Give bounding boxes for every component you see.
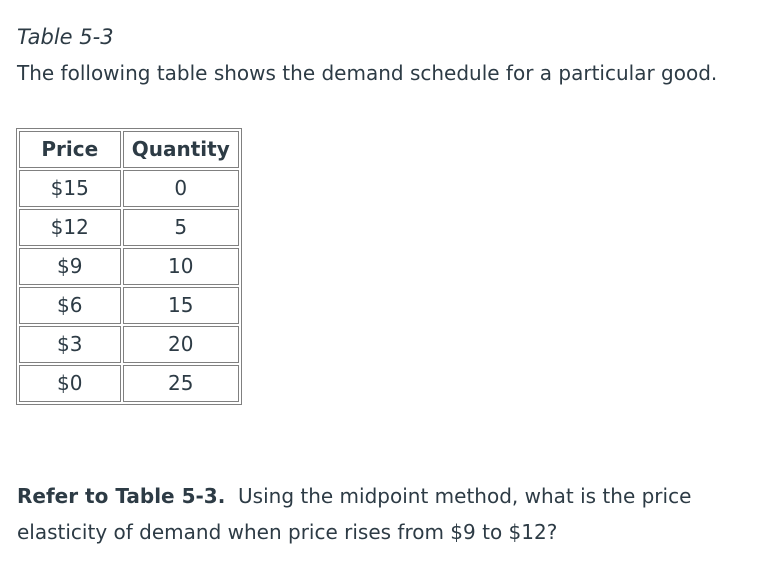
quantity-cell: 0 [122,170,239,207]
table-row: $12 5 [19,209,239,246]
question-body: Using the midpoint method, what is the p… [17,484,692,544]
quantity-cell: 10 [122,248,239,285]
quantity-cell: 20 [122,326,239,363]
quantity-cell: 15 [122,287,239,324]
table-label: Table 5-3 [17,25,114,49]
header-quantity: Quantity [122,131,239,168]
header-price: Price [19,131,121,168]
table-row: $6 15 [19,287,239,324]
quantity-cell: 5 [122,209,239,246]
table-row: $15 0 [19,170,239,207]
price-cell: $9 [19,248,121,285]
question-reference: Refer to Table 5-3. [17,484,226,508]
price-cell: $3 [19,326,121,363]
price-cell: $15 [19,170,121,207]
table-row: $3 20 [19,326,239,363]
table-row: $9 10 [19,248,239,285]
quantity-cell: 25 [122,365,239,402]
price-cell: $12 [19,209,121,246]
question-text: Refer to Table 5-3. Using the midpoint m… [17,478,757,550]
price-cell: $0 [19,365,121,402]
demand-schedule-table: Price Quantity $15 0 $12 5 $9 10 $6 15 $… [16,128,242,405]
table-header-row: Price Quantity [19,131,239,168]
intro-text: The following table shows the demand sch… [17,61,718,85]
price-cell: $6 [19,287,121,324]
table-row: $0 25 [19,365,239,402]
